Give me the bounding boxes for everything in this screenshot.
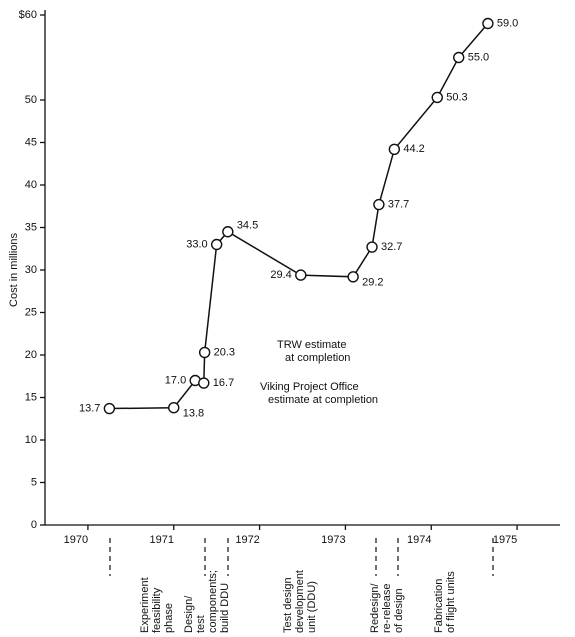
annotation: Viking Project Office: [260, 381, 359, 393]
y-tick-label: 20: [25, 349, 37, 361]
point: [295, 269, 307, 281]
phase-label: feasibility: [151, 587, 163, 633]
phase-label: Fabrication: [433, 579, 445, 633]
y-tick-label: 5: [31, 476, 37, 488]
point: [482, 17, 494, 30]
y-tick-label: 50: [25, 94, 37, 106]
y-tick-label: 35: [25, 221, 37, 233]
value-label: 17.0: [165, 374, 186, 386]
x-tick-label: 1973: [321, 534, 345, 546]
point: [373, 198, 385, 211]
point: [198, 346, 211, 359]
value-label: 16.7: [213, 377, 234, 389]
y-tick-label: 10: [25, 434, 37, 446]
x-tick-label: 1970: [64, 534, 88, 546]
point: [453, 51, 465, 64]
x-tick-label: 1974: [407, 534, 431, 546]
point: [388, 143, 401, 156]
phase-label: build DDU: [219, 583, 231, 633]
phase-label: test: [195, 615, 207, 633]
y-tick-label: 0: [31, 519, 37, 531]
point: [198, 377, 210, 389]
phase-label: of flight units: [445, 571, 457, 633]
y-tick-label: 30: [25, 264, 37, 276]
value-label: 33.0: [186, 238, 207, 250]
x-tick-label: 1971: [150, 534, 174, 546]
phase-label: of design: [393, 588, 405, 633]
phase-label: phase: [163, 603, 175, 633]
phase-label: Design/: [183, 595, 195, 633]
y-tick-label: 15: [25, 391, 37, 403]
phase-label: components;: [207, 570, 219, 633]
point: [210, 238, 223, 251]
value-label: 50.3: [446, 91, 467, 103]
phase-label: unit (DDU): [306, 581, 318, 633]
point: [168, 402, 180, 414]
phase-label: development: [294, 570, 306, 633]
y-axis-label: Cost in millions: [8, 233, 20, 307]
x-tick-label: 1972: [235, 534, 259, 546]
y-tick-label: 45: [25, 136, 37, 148]
annotation: at completion: [285, 352, 350, 364]
point: [431, 91, 443, 104]
annotation: TRW estimate: [277, 339, 346, 351]
point: [347, 271, 359, 283]
y-tick-label: $60: [19, 9, 37, 21]
y-tick-label: 40: [25, 179, 37, 191]
point: [222, 226, 234, 238]
value-label: 29.4: [270, 269, 291, 281]
value-label: 55.0: [468, 51, 489, 63]
phase-label: Test design: [282, 577, 294, 633]
y-tick-label: 25: [25, 306, 37, 318]
value-label: 44.2: [403, 143, 424, 155]
point: [366, 241, 378, 253]
value-label: 13.8: [183, 408, 204, 420]
phase-label: Redesign/: [369, 583, 381, 633]
value-label: 20.3: [214, 346, 235, 358]
value-label: 29.2: [362, 277, 383, 289]
value-label: 32.7: [381, 241, 402, 253]
phase-label: Experiment: [139, 577, 151, 633]
phase-label: re-release: [381, 583, 393, 633]
value-label: 34.5: [237, 220, 258, 232]
value-label: 37.7: [388, 198, 409, 210]
x-tick-label: 1975: [493, 534, 517, 546]
annotation: estimate at completion: [268, 394, 378, 406]
value-label: 13.7: [79, 402, 100, 414]
value-label: 59.0: [497, 17, 518, 29]
point: [103, 402, 116, 415]
